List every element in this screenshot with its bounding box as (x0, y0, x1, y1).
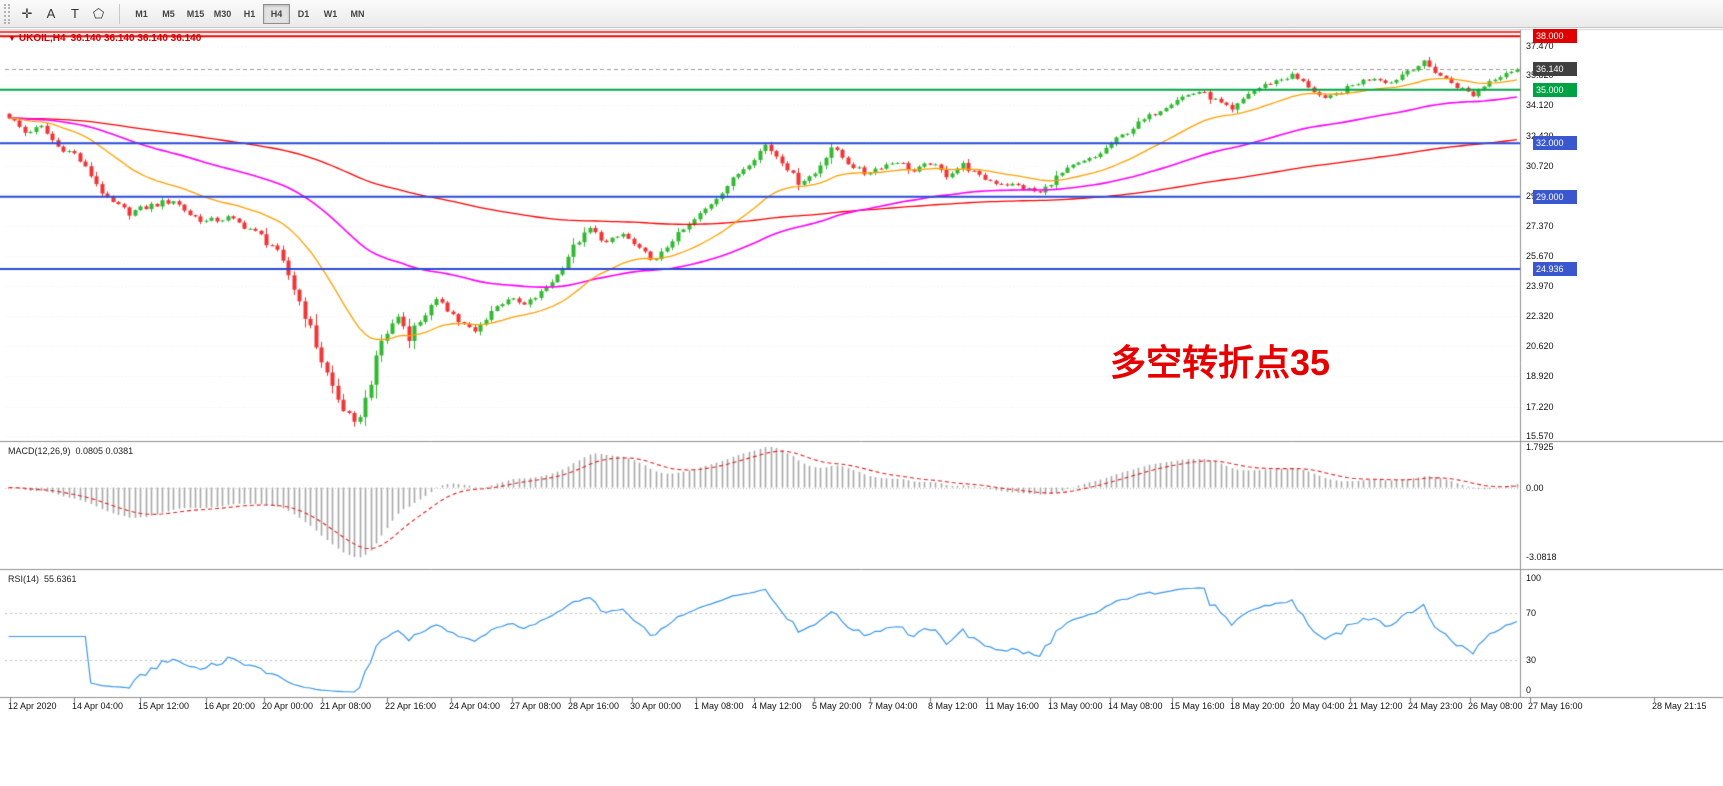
symbol-name-text: UKOIL,H4 (18, 33, 66, 44)
price-axis-tick: 30.720 (1526, 161, 1554, 171)
timeframe-M1[interactable]: M1 (128, 4, 155, 24)
object-marker-icon: ▼ (8, 34, 16, 43)
timeframe-W1[interactable]: W1 (317, 4, 344, 24)
timeframe-H1[interactable]: H1 (236, 4, 263, 24)
time-axis-label: 30 Apr 00:00 (630, 701, 682, 711)
main-toolbar: ✛ A T ⬠ M1 M5 M15 M30 H1 H4 D1 W1 MN (0, 0, 1723, 28)
drawing-tools-group: ✛ A T ⬠ (15, 3, 111, 25)
timeframe-D1[interactable]: D1 (290, 4, 317, 24)
time-axis-label: 16 Apr 20:00 (204, 701, 256, 711)
timeframe-group: M1 M5 M15 M30 H1 H4 D1 W1 MN (128, 3, 371, 24)
price-axis-tick: 23.970 (1526, 281, 1554, 292)
rsi-axis-tick: 100 (1526, 573, 1542, 583)
rsi-indicator-label: RSI(14) 55.6361 (8, 574, 77, 584)
price-axis-tick: 37.470 (1526, 40, 1554, 51)
price-axis-tick: 25.670 (1526, 251, 1554, 262)
price-axis-tick: 32.420 (1526, 131, 1554, 142)
rsi-value: 55.6361 (44, 574, 77, 584)
time-axis-label: 13 May 00:00 (1048, 701, 1103, 711)
time-axis-label: 15 May 16:00 (1170, 701, 1225, 711)
price-line-badge: 35.000 (1533, 82, 1577, 97)
time-axis-label: 7 May 04:00 (868, 701, 918, 711)
time-axis-label: 4 May 12:00 (752, 701, 802, 711)
time-axis-label: 27 May 16:00 (1528, 701, 1583, 711)
time-axis-label: 18 May 20:00 (1230, 701, 1285, 711)
time-axis-label: 26 May 08:00 (1468, 701, 1523, 711)
time-axis-label: 24 May 23:00 (1408, 701, 1463, 711)
chart-annotation-text[interactable]: 多空转折点35 (1110, 342, 1331, 383)
current-price-badge: 36.140 (1533, 62, 1577, 77)
timeframe-M15[interactable]: M15 (182, 4, 209, 24)
macd-name: MACD(12,26,9) (8, 446, 71, 456)
time-axis-label: 20 May 04:00 (1290, 701, 1345, 711)
price-line-badge: 32.000 (1533, 136, 1577, 151)
time-axis-label: 14 Apr 04:00 (72, 701, 124, 711)
time-axis-label: 22 Apr 16:00 (385, 701, 437, 711)
rsi-axis-tick: 70 (1526, 608, 1537, 619)
rsi-axis-tick: 0 (1526, 685, 1532, 695)
time-axis-label: 11 May 16:00 (985, 701, 1039, 711)
time-axis-label: 5 May 20:00 (812, 701, 862, 711)
timeframe-MN[interactable]: MN (344, 4, 371, 24)
price-axis-tick: 15.570 (1526, 431, 1554, 442)
price-axis-tick: 22.320 (1526, 310, 1554, 321)
price-axis-tick: 18.920 (1526, 371, 1554, 382)
toolbar-grip-handle[interactable] (4, 3, 10, 24)
text-label-icon[interactable]: A (39, 3, 63, 25)
rsi-name: RSI(14) (8, 574, 40, 584)
time-axis-label: 28 May 21:15 (1652, 701, 1707, 711)
time-axis-label: 15 Apr 12:00 (138, 701, 190, 711)
price-axis-tick: 27.370 (1526, 220, 1554, 231)
rsi-axis-tick: 30 (1526, 654, 1537, 665)
time-axis-label: 20 Apr 00:00 (262, 701, 314, 711)
time-axis-label: 28 Apr 16:00 (568, 701, 620, 711)
price-line-badge: 38.000 (1533, 29, 1577, 44)
timeframe-M5[interactable]: M5 (155, 4, 182, 24)
macd-axis-tick: 1.7925 (1526, 442, 1554, 453)
timeframe-H4[interactable]: H4 (263, 3, 290, 24)
time-axis-label: 21 May 12:00 (1348, 701, 1403, 711)
macd-axis-tick: 0.00 (1526, 482, 1544, 493)
price-line-badge: 29.000 (1533, 189, 1577, 204)
time-axis-label: 1 May 08:00 (694, 701, 744, 711)
time-axis-label: 24 Apr 04:00 (449, 701, 501, 711)
crosshair-icon[interactable]: ✛ (15, 3, 39, 25)
time-axis-label: 21 Apr 08:00 (320, 701, 372, 711)
macd-values: 0.0805 0.0381 (75, 446, 134, 456)
price-axis-tick: 20.620 (1526, 341, 1554, 352)
symbol-ohlc-text: 36.140 36.140 36.140 36.140 (70, 33, 202, 44)
price-axis-tick: 17.220 (1526, 401, 1554, 412)
price-line-badge: 24.936 (1533, 262, 1577, 277)
macd-axis-tick: -3.0818 (1526, 552, 1557, 563)
toolbar-separator (119, 3, 120, 24)
time-axis-label: 12 Apr 2020 (8, 701, 57, 711)
timeframe-M30[interactable]: M30 (209, 4, 236, 24)
macd-indicator-label: MACD(12,26,9) 0.0805 0.0381 (8, 446, 133, 456)
shapes-icon[interactable]: ⬠ (87, 3, 111, 25)
time-axis-label: 8 May 12:00 (928, 701, 978, 711)
chart-symbol-title: ▼ UKOIL,H4 36.140 36.140 36.140 36.140 (8, 33, 201, 44)
price-axis-tick: 34.120 (1526, 100, 1554, 111)
text-box-icon[interactable]: T (63, 3, 87, 25)
time-axis-label: 27 Apr 08:00 (510, 701, 562, 711)
time-axis-label: 14 May 08:00 (1108, 701, 1163, 711)
